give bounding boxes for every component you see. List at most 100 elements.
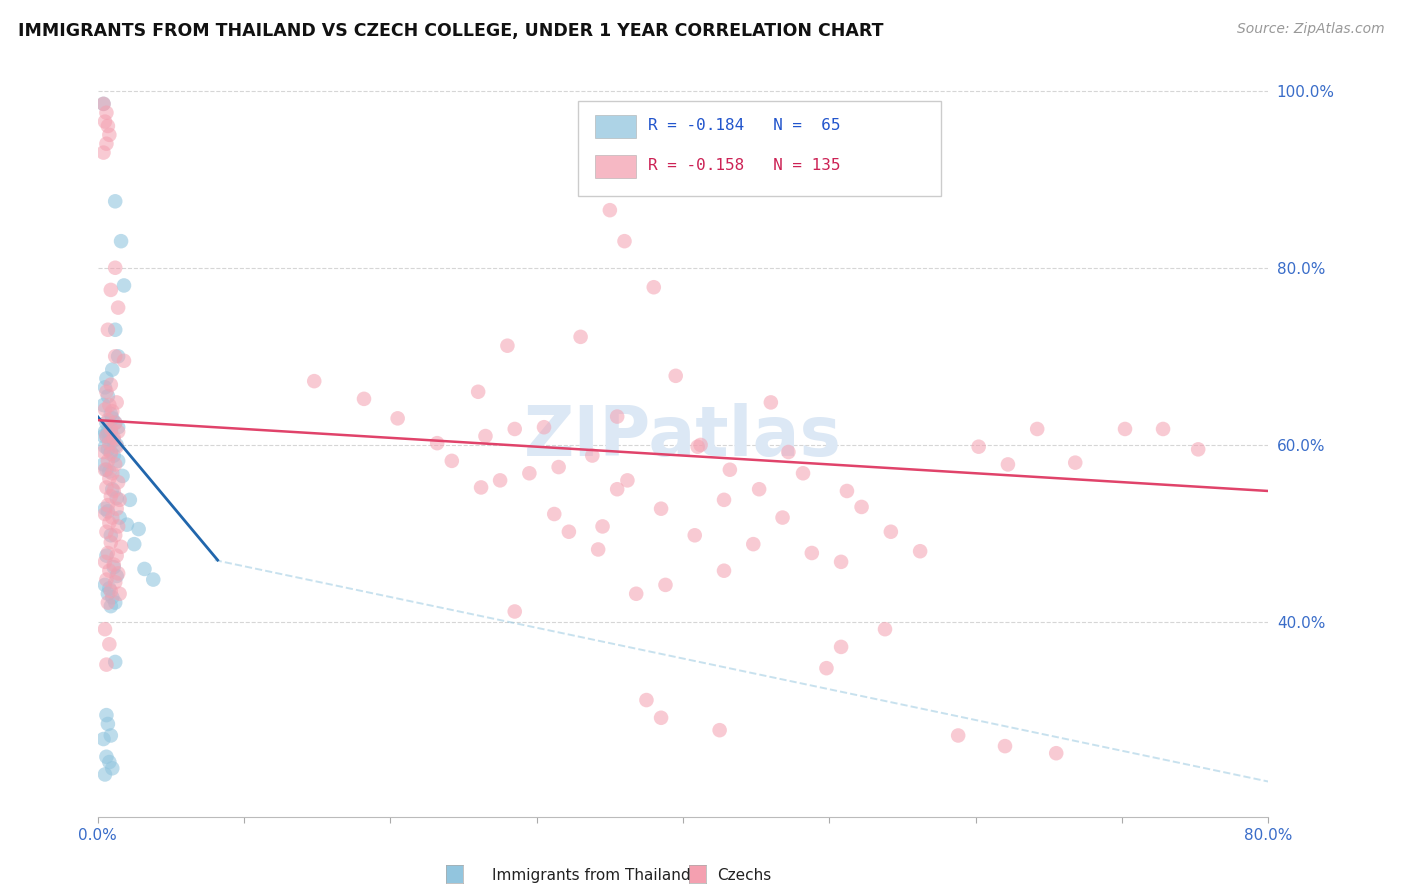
Point (713, 492, 735, 507)
Point (946, 729, 969, 743)
Point (115, 517, 138, 532)
Text: R = -0.184   N =  65: R = -0.184 N = 65 (648, 119, 841, 134)
Point (613, 234, 636, 248)
Point (100, 528, 122, 542)
Point (93, 445, 115, 459)
Point (98, 436, 121, 450)
Point (122, 537, 145, 551)
Point (93, 96, 115, 111)
Point (835, 483, 858, 498)
Point (97, 596, 120, 610)
Point (105, 440, 128, 454)
Point (107, 349, 129, 363)
Point (100, 422, 122, 436)
Point (97, 389, 120, 403)
Point (967, 440, 990, 454)
Point (569, 330, 592, 344)
Point (110, 540, 132, 554)
Point (94, 425, 117, 439)
Point (1187, 442, 1209, 457)
Point (94, 767, 117, 781)
Point (101, 482, 124, 496)
Point (94, 463, 117, 477)
Point (101, 362, 124, 376)
Point (98, 637, 121, 651)
Point (97, 504, 120, 518)
Point (519, 467, 541, 481)
Point (97, 425, 120, 439)
Point (470, 480, 492, 494)
Point (94, 402, 117, 417)
Point (353, 392, 375, 406)
Point (586, 542, 609, 557)
Point (105, 395, 128, 409)
Point (104, 323, 127, 337)
Point (104, 416, 127, 430)
Text: ZIPatlas: ZIPatlas (524, 402, 842, 469)
Point (96, 708, 118, 723)
Point (93, 96, 115, 111)
Point (104, 194, 127, 209)
Point (778, 445, 800, 459)
Point (96, 549, 118, 563)
Point (107, 454, 129, 468)
Text: R = -0.158   N = 135: R = -0.158 N = 135 (648, 158, 841, 173)
Point (606, 482, 628, 496)
Point (94, 555, 117, 569)
Point (93, 398, 115, 412)
Point (104, 655, 127, 669)
Point (718, 463, 741, 477)
Point (94, 501, 117, 516)
Point (467, 384, 489, 399)
Point (105, 491, 128, 505)
Point (1026, 422, 1049, 436)
Text: IMMIGRANTS FROM THAILAND VS CZECH COLLEGE, UNDER 1 YEAR CORRELATION CHART: IMMIGRANTS FROM THAILAND VS CZECH COLLEG… (18, 22, 884, 40)
Point (96, 136, 118, 151)
Text: Immigrants from Thailand: Immigrants from Thailand (492, 869, 690, 883)
Point (100, 535, 122, 549)
Point (503, 605, 526, 619)
Point (103, 434, 125, 448)
Point (98, 472, 121, 486)
Point (1045, 746, 1067, 760)
Point (103, 431, 125, 445)
Point (709, 723, 731, 738)
Point (103, 483, 125, 498)
Point (104, 528, 127, 542)
Point (503, 422, 526, 436)
Point (96, 429, 118, 443)
Point (558, 524, 581, 539)
Point (101, 411, 124, 425)
Point (616, 474, 638, 488)
Point (650, 501, 672, 516)
Point (851, 500, 873, 514)
Point (107, 519, 129, 533)
Point (97, 442, 120, 457)
Point (654, 578, 676, 592)
Point (100, 489, 122, 503)
Point (713, 564, 735, 578)
Point (792, 467, 814, 481)
Point (98, 465, 121, 479)
Point (93, 429, 115, 443)
Point (104, 416, 127, 430)
Point (474, 429, 496, 443)
Point (100, 584, 122, 599)
Point (96, 384, 118, 399)
Point (97, 717, 120, 731)
Point (128, 522, 150, 536)
Point (815, 661, 838, 675)
Point (100, 407, 122, 421)
FancyBboxPatch shape (578, 101, 941, 196)
Point (1152, 422, 1174, 436)
Point (93, 732, 115, 747)
Point (759, 395, 782, 409)
Point (96, 371, 118, 385)
Point (496, 339, 519, 353)
Point (105, 438, 128, 452)
Point (665, 368, 688, 383)
Point (101, 510, 124, 524)
Point (100, 377, 122, 392)
Point (94, 380, 117, 394)
Point (107, 420, 129, 434)
